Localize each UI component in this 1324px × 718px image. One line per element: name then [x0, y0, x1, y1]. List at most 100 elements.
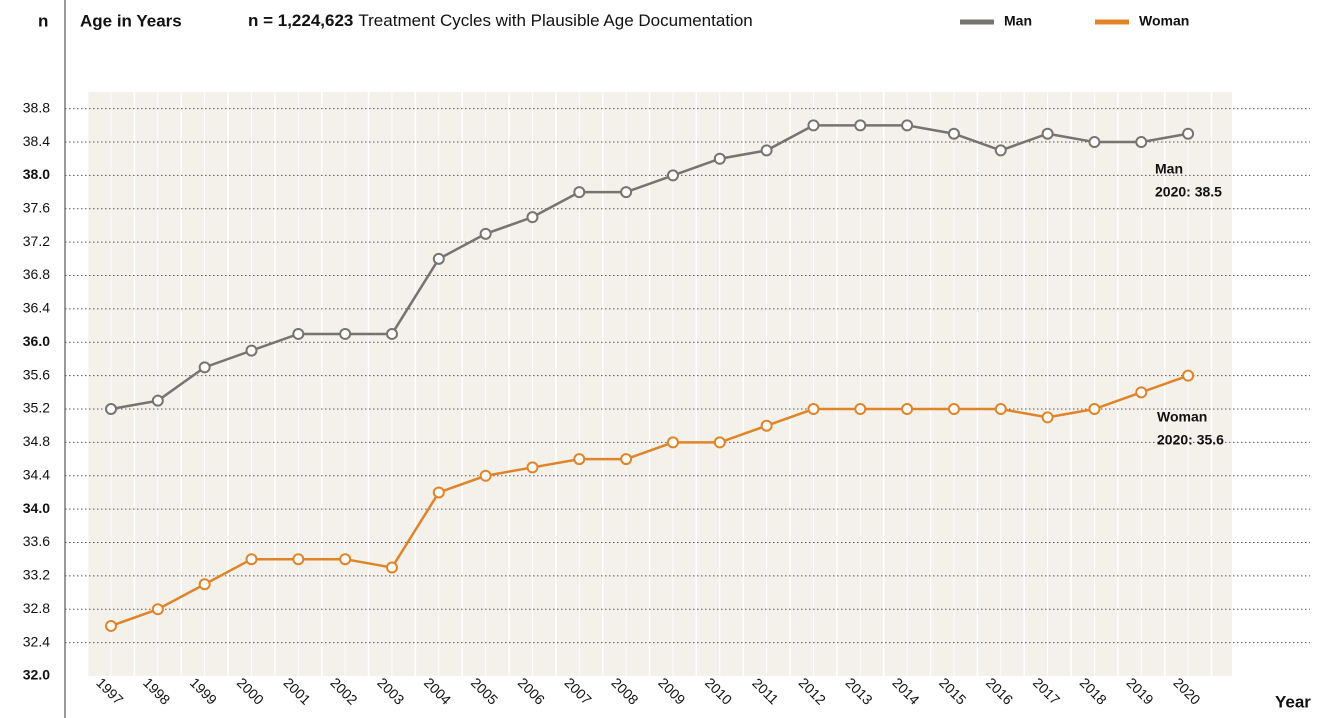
y-tick-label: 33.2	[23, 567, 50, 583]
x-tick-label: 2007	[562, 674, 595, 707]
x-tick-label: 2019	[1124, 674, 1157, 707]
x-tick-label: 2005	[468, 674, 501, 707]
x-tick-label: 2017	[1030, 674, 1063, 707]
data-point	[479, 227, 492, 240]
y-tick-label: 32.8	[23, 600, 50, 616]
data-point	[105, 403, 117, 416]
data-point	[713, 152, 726, 165]
chart-title: Age in Years	[80, 11, 182, 30]
data-point	[854, 403, 867, 416]
series-line	[110, 374, 1189, 628]
data-point	[994, 144, 1007, 157]
x-tick-label: 2008	[608, 674, 641, 707]
y-tick-label: 38.0	[23, 166, 50, 182]
y-tick-label: 33.6	[23, 533, 50, 549]
x-tick-label: 2011	[749, 675, 782, 708]
data-point	[807, 403, 820, 416]
data-point	[901, 119, 914, 132]
subtitle-bold: n = 1,224,623	[248, 11, 353, 30]
data-point	[620, 186, 633, 199]
data-point	[432, 252, 445, 265]
y-tick-label: 34.4	[23, 466, 50, 482]
y-axis-label: n	[38, 11, 48, 30]
data-point	[713, 436, 726, 449]
data-point	[666, 436, 679, 449]
x-tick-label: 2006	[515, 674, 548, 707]
data-point	[105, 619, 117, 632]
y-tick-label: 35.2	[23, 400, 50, 416]
x-tick-label: 1999	[187, 674, 220, 707]
data-point	[947, 403, 960, 416]
data-point	[385, 561, 398, 574]
y-tick-label: 34.0	[23, 500, 50, 516]
chart-subtitle: n = 1,224,623 Treatment Cycles with Plaus…	[248, 11, 753, 30]
y-tick-label: 38.4	[23, 133, 50, 149]
data-point	[760, 419, 773, 432]
x-tick-label: 2001	[281, 674, 314, 707]
y-tick-label: 35.6	[23, 366, 50, 382]
data-point	[1135, 386, 1148, 399]
data-point	[432, 486, 445, 499]
y-tick-label: 37.2	[23, 233, 50, 249]
y-tick-label: 36.4	[23, 300, 50, 316]
data-point	[1041, 411, 1054, 424]
data-point	[245, 553, 258, 566]
data-point	[620, 453, 633, 466]
annotation: Woman	[1157, 409, 1207, 425]
subtitle-text: Treatment Cycles with Plausible Age Docu…	[358, 11, 752, 30]
data-point	[1088, 136, 1101, 149]
x-axis-label: Year	[1275, 692, 1311, 711]
legend-label: Woman	[1139, 13, 1189, 29]
annotation: 2020: 35.6	[1157, 432, 1224, 448]
data-point	[807, 119, 820, 132]
y-tick-label: 36.8	[23, 266, 50, 282]
y-tick-label: 32.0	[23, 667, 50, 683]
x-tick-label: 1998	[140, 674, 173, 707]
data-point	[385, 327, 398, 340]
y-tick-label: 37.6	[23, 200, 50, 216]
x-tick-label: 2002	[327, 674, 360, 707]
data-point	[1182, 369, 1195, 382]
x-tick-label: 2004	[421, 674, 454, 707]
y-tick-label: 36.0	[23, 333, 50, 349]
x-tick-label: 2018	[1077, 674, 1110, 707]
x-tick-label: 1997	[93, 674, 126, 707]
x-tick-label: 2014	[889, 674, 922, 707]
x-tick-label: 2015	[936, 674, 969, 707]
annotation: 2020: 38.5	[1155, 184, 1222, 200]
data-point	[198, 578, 211, 591]
x-tick-label: 2010	[702, 674, 735, 707]
x-tick-label: 2000	[234, 674, 267, 707]
data-point	[198, 361, 211, 374]
data-point	[526, 211, 539, 224]
data-point	[479, 469, 492, 482]
data-point	[292, 553, 305, 566]
data-point	[573, 453, 586, 466]
data-point	[151, 394, 164, 407]
legend-label: Man	[1004, 13, 1032, 29]
y-tick-label: 34.8	[23, 433, 50, 449]
data-point	[901, 403, 914, 416]
data-point	[1182, 127, 1195, 140]
plot-background	[87, 92, 1232, 676]
data-point	[151, 603, 164, 616]
x-tick-label: 2009	[655, 674, 688, 707]
data-point	[854, 119, 867, 132]
data-point	[245, 344, 258, 357]
x-tick-label: 2012	[796, 674, 829, 707]
data-point	[1088, 403, 1101, 416]
data-point	[526, 461, 539, 474]
y-tick-label: 32.4	[23, 633, 50, 649]
data-point	[292, 327, 305, 340]
data-point	[339, 327, 352, 340]
series-line	[110, 124, 1189, 411]
x-tick-label: 2016	[983, 674, 1016, 707]
x-tick-label: 2013	[843, 674, 876, 707]
data-point	[994, 403, 1007, 416]
data-point	[339, 553, 352, 566]
data-point	[666, 169, 679, 182]
data-point	[947, 127, 960, 140]
data-point	[1041, 127, 1054, 140]
data-point	[760, 144, 773, 157]
